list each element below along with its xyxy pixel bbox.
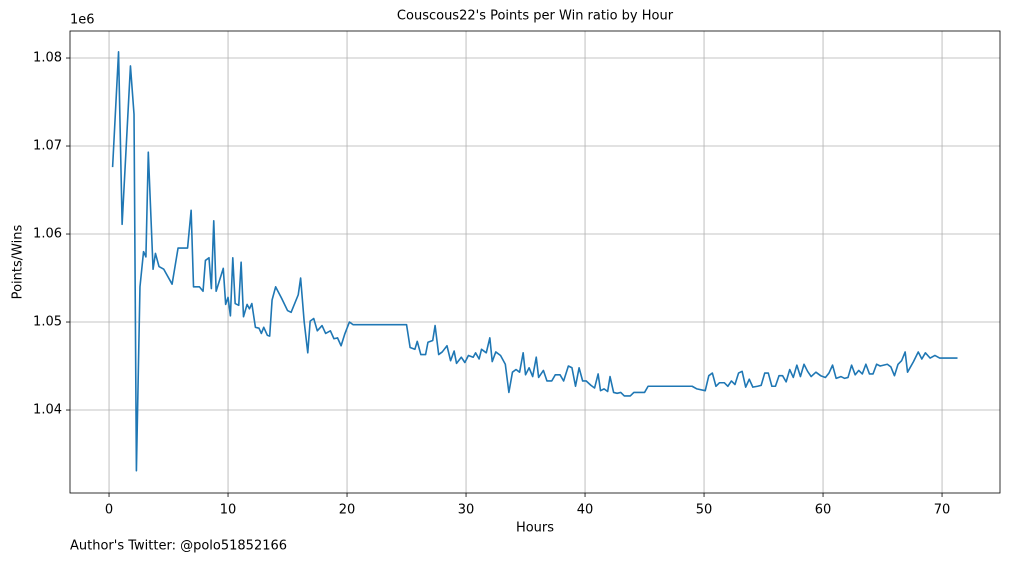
y-tick-label: 1.06 [33, 227, 62, 242]
x-tick-label: 20 [339, 503, 356, 518]
x-tick-label: 40 [577, 503, 594, 518]
y-tick-label: 1.05 [33, 315, 62, 330]
y-offset-label: 1e6 [70, 13, 95, 28]
y-tick-label: 1.07 [33, 139, 62, 154]
chart-title: Couscous22's Points per Win ratio by Hou… [397, 9, 674, 24]
x-tick-label: 30 [458, 503, 475, 518]
x-tick-label: 10 [220, 503, 237, 518]
y-tick-label: 1.04 [33, 403, 62, 418]
data-line [111, 51, 958, 472]
y-axis-label: Points/Wins [11, 224, 26, 299]
y-tick-label: 1.08 [33, 51, 62, 66]
plot-frame [69, 30, 1001, 494]
footer: Author's Twitter: @polo51852166 [70, 539, 287, 554]
x-tick-label: 0 [105, 503, 113, 518]
x-axis-label: Hours [516, 521, 554, 536]
x-tick-label: 60 [815, 503, 832, 518]
x-tick-label: 70 [934, 503, 951, 518]
x-tick-label: 50 [696, 503, 713, 518]
